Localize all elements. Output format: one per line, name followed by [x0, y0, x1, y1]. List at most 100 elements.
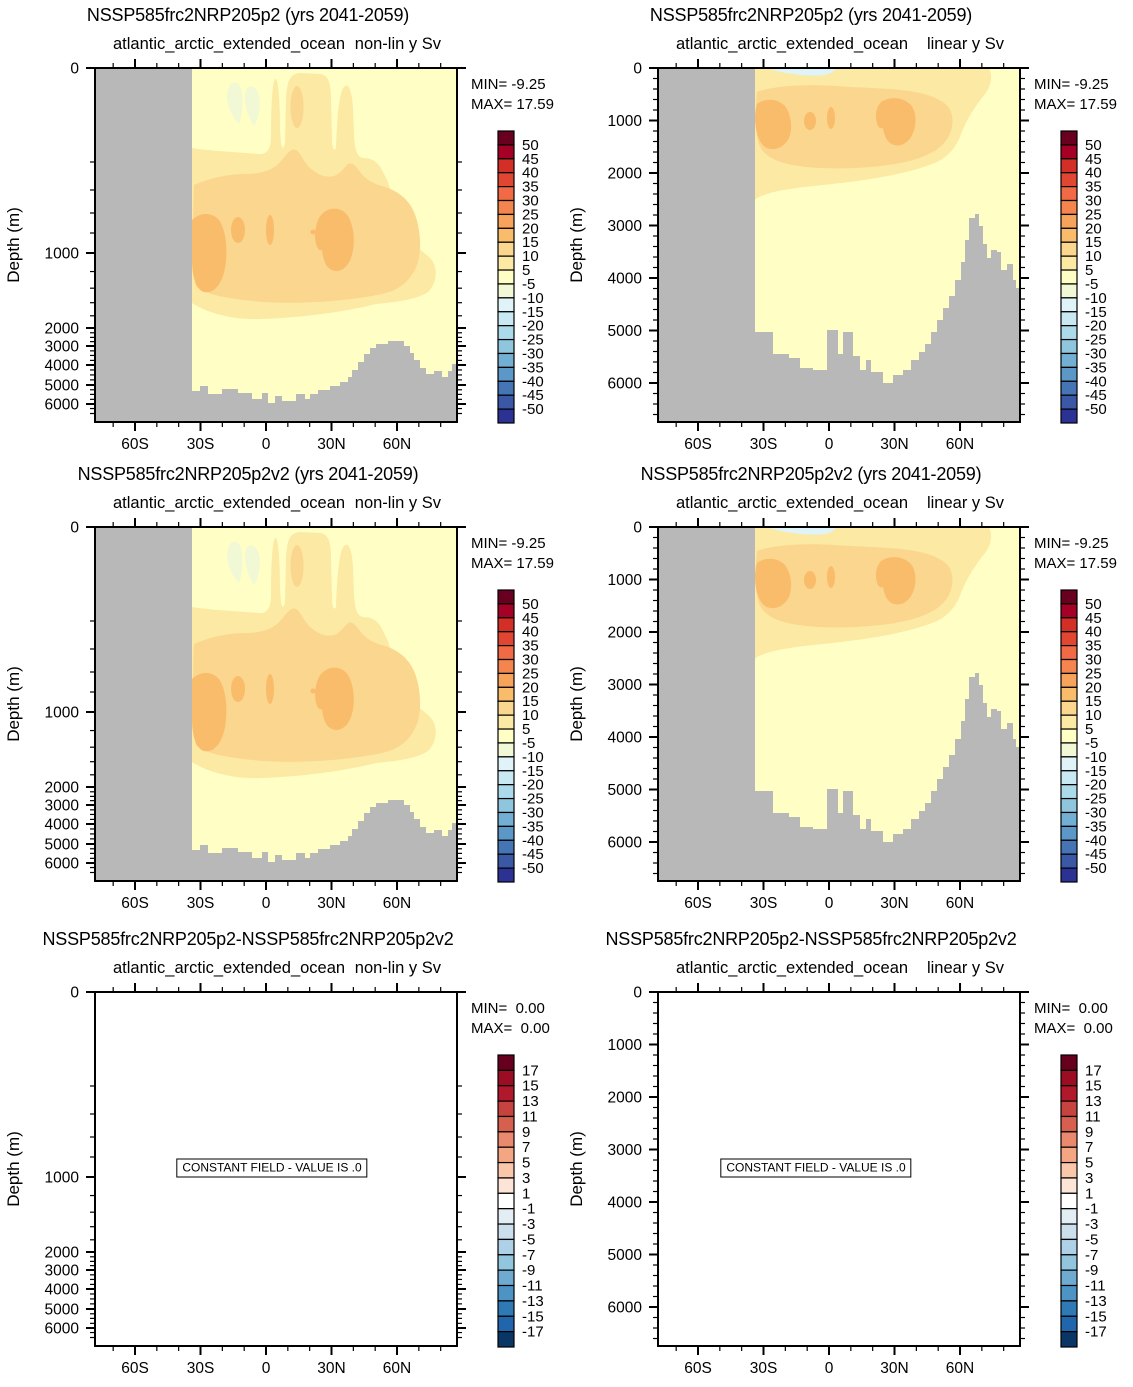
colorbar-box [497, 1208, 515, 1225]
y-tick-label: 6000 [608, 835, 643, 852]
panel-subtitle-variable: atlantic_arctic_extended_ocean [676, 35, 909, 53]
contour-core [315, 667, 354, 730]
land-mask [658, 527, 755, 881]
colorbar-box [1060, 1331, 1078, 1348]
colorbar-label: -5 [1085, 1231, 1098, 1248]
colorbar-label: 35 [1085, 638, 1102, 655]
colorbar-label: 10 [522, 707, 539, 724]
y-tick-label: 2000 [608, 1090, 643, 1107]
colorbar-label: 45 [522, 151, 539, 168]
colorbar-box [1060, 213, 1078, 229]
stats-max: MAX= 0.00 [1034, 1020, 1113, 1037]
contour-band-negative [767, 527, 837, 535]
x-tick-labels: 60S 30S 0 30N 60N [684, 436, 974, 453]
y-tick-label: 3000 [45, 338, 80, 355]
panel-subtitle: atlantic_arctic_extended_ocean non-lin y … [95, 494, 457, 514]
colorbar-box [497, 227, 515, 243]
plot-svg: 60S 30S 0 30N 60N010002000300040005000600017… [45, 983, 544, 1377]
colorbar-label: -11 [1085, 1278, 1106, 1295]
x-tick-label: 0 [262, 895, 271, 912]
colorbar-box [497, 297, 515, 313]
y-tick-label: 1000 [45, 1170, 80, 1187]
colorbar-label: -13 [522, 1293, 544, 1310]
colorbar-box [1060, 338, 1078, 355]
panel-subtitle-variable: atlantic_arctic_extended_ocean [676, 959, 909, 977]
colorbar-label: -15 [1085, 1308, 1107, 1325]
colorbar-box [497, 1269, 515, 1287]
contour-core [266, 674, 274, 704]
colorbar-label: -40 [1085, 832, 1107, 849]
colorbar-box [1060, 770, 1078, 786]
colorbar-box [497, 352, 515, 368]
colorbar-box [497, 213, 515, 229]
colorbar-box [1060, 1100, 1078, 1118]
colorbar-label: -13 [1085, 1293, 1107, 1310]
y-tick-label: 6000 [45, 856, 80, 873]
colorbar-box [1060, 825, 1078, 841]
colorbar-box [1060, 227, 1078, 243]
y-tick-label: 5000 [608, 782, 643, 799]
colorbar-label: -45 [1085, 846, 1107, 863]
colorbar-label: 30 [522, 193, 539, 210]
colorbar-label: 9 [1085, 1124, 1093, 1141]
y-tick-label: 4000 [45, 1282, 80, 1299]
colorbar-label: 45 [1085, 610, 1102, 627]
colorbar-box [1060, 714, 1078, 730]
colorbar-box [497, 311, 515, 327]
colorbar-label: -45 [522, 846, 544, 863]
colorbar-box [1060, 186, 1078, 202]
y-tick-label: 3000 [608, 677, 643, 694]
colorbar-box [497, 366, 515, 382]
stats-min: MIN= -9.25 [471, 76, 546, 93]
colorbar-label: 35 [522, 638, 539, 655]
colorbar-box [497, 603, 515, 619]
panel-subtitle-variable: atlantic_arctic_extended_ocean [113, 494, 346, 512]
colorbar-label: 11 [1085, 1108, 1101, 1125]
colorbar-box [1060, 1269, 1078, 1287]
contour-field [95, 68, 457, 422]
y-tick-label: 4000 [45, 358, 80, 375]
panel-subtitle: atlantic_arctic_extended_ocean linear y S… [658, 35, 1020, 55]
contour-core [876, 98, 916, 146]
colorbar-label: 5 [1085, 1155, 1093, 1172]
x-tick-label: 30S [187, 436, 215, 453]
contour-band-negative [245, 86, 260, 126]
y-tick-label: 6000 [45, 1321, 80, 1338]
panel-subtitle-scale: linear y Sv [926, 959, 1004, 977]
colorbar-box [497, 714, 515, 730]
colorbar-label: -25 [1085, 332, 1107, 349]
y-tick-label: 6000 [45, 397, 80, 414]
colorbar-label: -35 [1085, 359, 1107, 376]
panel-subtitle: atlantic_arctic_extended_ocean non-lin y … [95, 959, 457, 979]
colorbar-label: 10 [1085, 248, 1102, 265]
colorbar-label: 35 [522, 179, 539, 196]
y-tick-label: 0 [70, 61, 79, 78]
x-tick-label: 30N [880, 436, 908, 453]
colorbar-box [497, 283, 515, 299]
x-tick-labels: 60S 30S 0 30N 60N [121, 895, 411, 912]
colorbar-box [1060, 867, 1078, 883]
colorbar-label: -25 [1085, 791, 1107, 808]
colorbar-box [1060, 311, 1078, 327]
colorbar-box [497, 756, 515, 772]
x-tick-label: 30N [317, 895, 345, 912]
x-tick-label: 60S [684, 436, 712, 453]
plot-frame [94, 67, 458, 423]
colorbar-labels: 5045403530252015105-5-10-15-20-25-30-35-… [1085, 596, 1107, 877]
plot-svg: 60S 30S 0 30N 60N010002000300040005000600050… [45, 518, 544, 912]
panel-subtitle-variable: atlantic_arctic_extended_ocean [113, 959, 346, 977]
colorbar-label: -3 [522, 1216, 535, 1233]
y-tick-label: 3000 [608, 1142, 643, 1159]
y-tick-label: 3000 [45, 1262, 80, 1279]
contour-core [192, 214, 227, 293]
colorbar-box [497, 645, 515, 661]
colorbar-label: -15 [522, 763, 544, 780]
colorbar-label: 15 [1085, 1078, 1102, 1095]
bathymetry [192, 800, 457, 881]
colorbar-box [1060, 283, 1078, 299]
colorbar-box [1060, 1300, 1078, 1317]
colorbar-box [1060, 380, 1078, 396]
